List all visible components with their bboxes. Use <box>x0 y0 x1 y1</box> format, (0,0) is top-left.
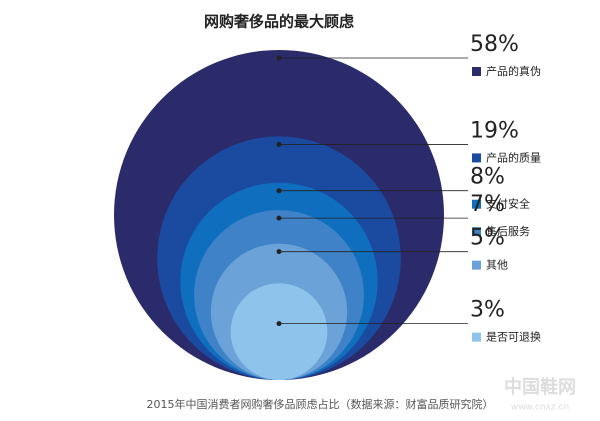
legend-label: 产品的质量 <box>486 150 541 164</box>
value-label: 19% <box>470 118 519 143</box>
legend-swatch <box>472 153 481 163</box>
watermark-url: www.cnxz.cn <box>511 403 569 413</box>
value-label: 3% <box>470 298 505 323</box>
leader-dot <box>276 249 282 255</box>
footnote: 2015年中国消费者网购奢侈品顾虑占比（数据来源：财富品质研究院） <box>147 397 494 411</box>
value-label: 5% <box>470 226 505 251</box>
circle <box>230 283 328 381</box>
legend-label: 支付安全 <box>486 197 530 211</box>
value-label: 58% <box>470 32 519 57</box>
leader-dot <box>276 55 282 61</box>
legend-swatch <box>472 260 481 270</box>
leader-dot <box>276 188 282 194</box>
legend-swatch <box>472 227 481 237</box>
watermark: 中国鞋网 <box>504 376 576 398</box>
legend-label: 是否可退换 <box>486 330 541 344</box>
leader-dot <box>276 141 282 147</box>
legend-swatch <box>472 67 481 76</box>
leader-dot <box>276 215 282 221</box>
legend-label: 其他 <box>486 259 508 272</box>
leader-dot <box>276 321 282 327</box>
legend-label: 产品的真伪 <box>486 64 541 78</box>
value-label: 8% <box>470 165 505 190</box>
chart-title: 网购奢侈品的最大顾虑 <box>204 13 354 31</box>
value-label: 7% <box>470 192 505 217</box>
legend-label: 售后服务 <box>486 224 530 238</box>
legend-swatch <box>472 199 481 209</box>
legend-swatch <box>472 332 481 342</box>
